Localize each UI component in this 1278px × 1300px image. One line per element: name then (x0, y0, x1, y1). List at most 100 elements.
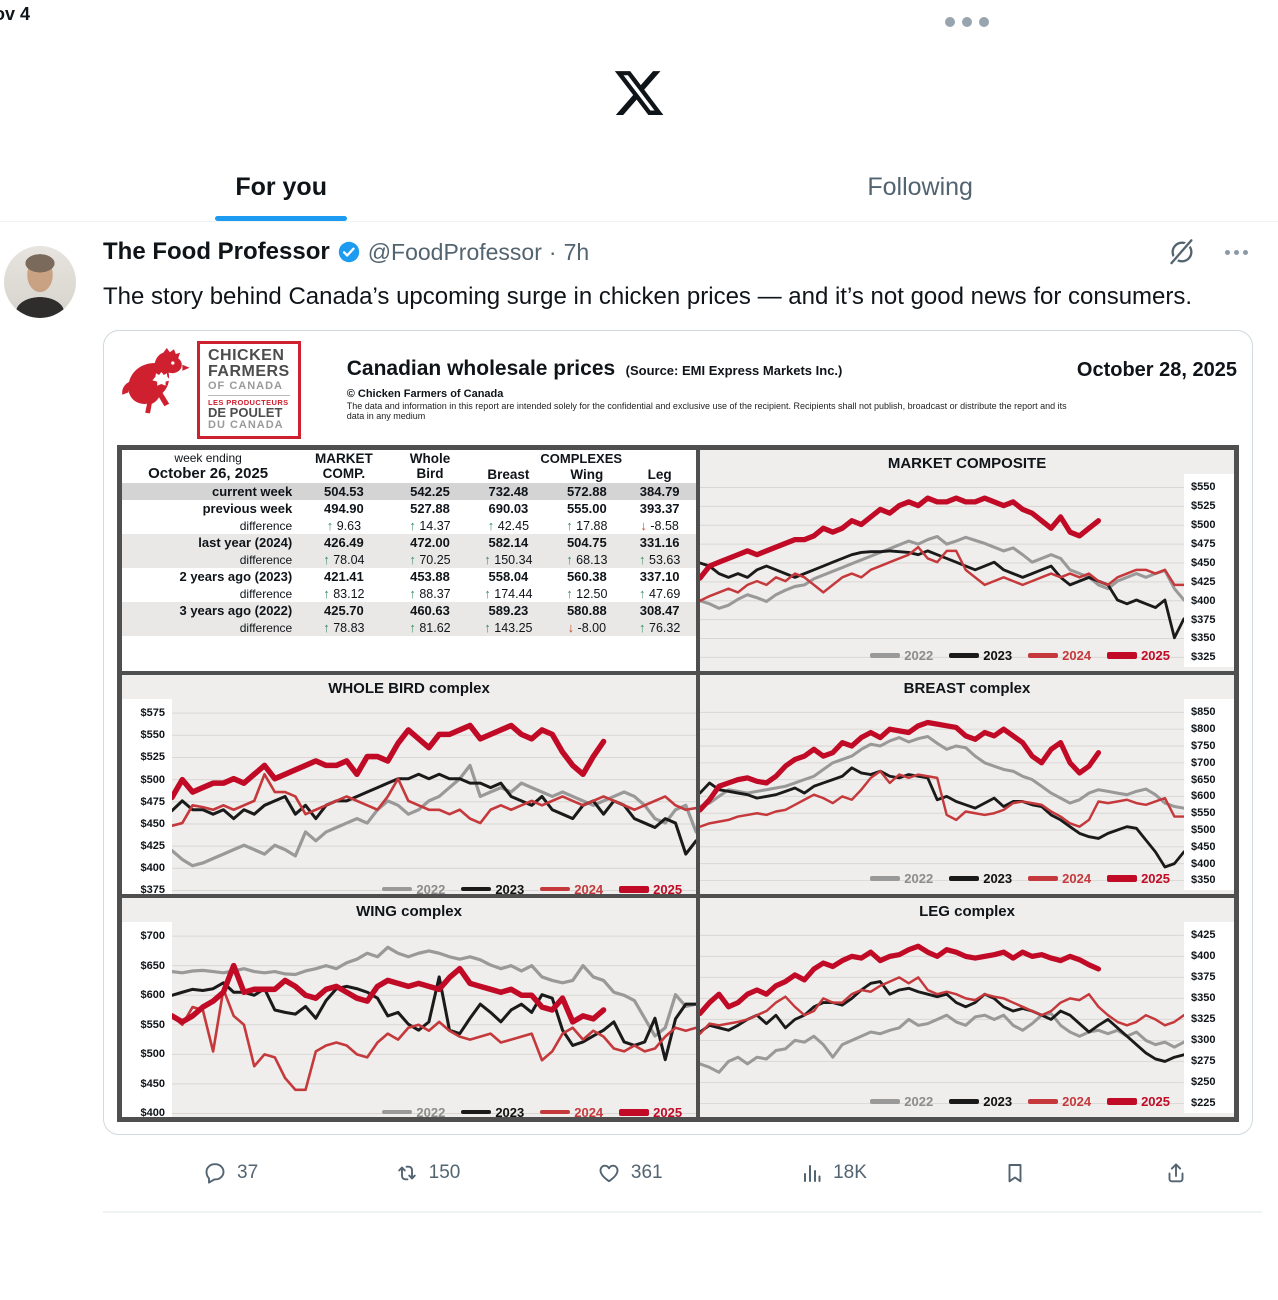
system-clock: ov 4 (0, 4, 31, 24)
views-button[interactable]: 18K (799, 1161, 867, 1185)
y-axis-tick: $700 (1190, 756, 1216, 769)
cfc-logo: CHICKEN FARMERS OF CANADA LES PRODUCTEUR… (119, 341, 301, 439)
y-axis-tick: $400 (1190, 857, 1216, 870)
up-arrow-icon: ↑ (323, 620, 330, 636)
y-axis-tick: $500 (1190, 823, 1216, 836)
series-2022-line (700, 1011, 1184, 1074)
y-axis-tick: $650 (1190, 773, 1216, 786)
series-2022-line (172, 945, 697, 1038)
up-arrow-icon: ↑ (566, 552, 573, 568)
y-axis-tick: $425 (1190, 575, 1216, 588)
reply-icon (203, 1161, 227, 1185)
legend-item-2023: 2023 (461, 882, 524, 894)
tweet-image-report[interactable]: CHICKEN FARMERS OF CANADA LES PRODUCTEUR… (103, 330, 1253, 1135)
up-arrow-icon: ↑ (566, 586, 573, 602)
up-arrow-icon: ↑ (484, 586, 491, 602)
chart-panel-whole-bird: WHOLE BIRD complex $575 $550 $525 $500 $475 $… (120, 672, 699, 896)
table-row: 3 years ago (2022) 425.70 460.63 589.23 580.… (122, 602, 697, 620)
y-axis: $575 $550 $525 $500 $475 $450 $425 $400 $375 (122, 698, 172, 896)
legend-item-2022: 2022 (382, 882, 445, 894)
y-axis-tick: $550 (140, 1018, 165, 1031)
series-2025-line (172, 962, 607, 1025)
chart-panel-market-composite: MARKET COMPOSITE 2022 2023 2024 2025 $550 $5… (698, 447, 1236, 673)
up-arrow-icon: ↑ (409, 518, 416, 534)
y-axis-tick: $400 (140, 1107, 165, 1119)
tweet-more-icon[interactable] (1225, 249, 1248, 255)
y-axis-tick: $450 (1190, 840, 1216, 853)
report-disclaimer: The data and information in this report … (346, 401, 1067, 421)
y-axis-tick: $550 (1190, 807, 1216, 820)
home-tabs: For you Following (0, 150, 1278, 222)
bookmark-button[interactable] (1003, 1161, 1027, 1185)
table-row: difference ↑ 78.04 ↑ 70.25 ↑ 150.34 ↑ 68.13 ↑… (122, 551, 697, 569)
share-button[interactable] (1164, 1161, 1188, 1185)
series-2024-line (700, 769, 1184, 828)
up-arrow-icon: ↑ (409, 552, 416, 568)
system-more-icon[interactable] (945, 17, 989, 27)
complexes-header: COMPLEXES (540, 450, 623, 466)
y-axis: $850 $800 $750 $700 $650 $600 $550 $500 $450 $400… (1183, 698, 1234, 890)
series-2023-line (172, 772, 697, 856)
handle[interactable]: @FoodProfessor (367, 238, 542, 265)
display-name[interactable]: The Food Professor (103, 238, 330, 265)
rooster-icon (122, 347, 190, 414)
y-axis-tick: $500 (1190, 519, 1216, 532)
y-axis-tick: $750 (1190, 739, 1216, 752)
reply-button[interactable]: 37 (203, 1161, 258, 1185)
heart-icon (597, 1161, 621, 1185)
engagement-bar: 37 150 361 18K (203, 1161, 1188, 1185)
table-row: difference ↑ 78.83 ↑ 81.62 ↑ 143.25 ↓ -8.00 ↑… (122, 619, 697, 637)
legend-item-2023: 2023 (949, 871, 1012, 886)
tab-for-you[interactable]: For you (0, 150, 562, 221)
reply-count: 37 (237, 1161, 259, 1183)
y-axis-tick: $400 (1190, 594, 1216, 607)
y-axis-tick: $325 (1190, 1013, 1216, 1026)
legend-item-2024: 2024 (1028, 648, 1091, 663)
tab-following[interactable]: Following (867, 173, 973, 201)
bookmark-icon (1003, 1161, 1027, 1185)
cfc-logo-text: CHICKEN FARMERS OF CANADA LES PRODUCTEUR… (197, 341, 301, 439)
y-axis-tick: $500 (140, 1048, 165, 1061)
avatar[interactable] (4, 246, 76, 318)
separator: · (548, 238, 557, 265)
y-axis-tick: $500 (140, 773, 165, 786)
legend-item-2025: 2025 (619, 1105, 682, 1117)
chart-panel-leg: LEG complex 2022 2023 2024 2025 $425 $400 $37… (698, 895, 1236, 1119)
chart-legend: 2022 2023 2024 2025 (382, 1105, 682, 1117)
chart-title: WHOLE BIRD complex (328, 679, 490, 697)
y-axis-tick: $375 (140, 884, 165, 896)
y-axis-tick: $600 (1190, 790, 1216, 803)
series-2023-line (700, 549, 1184, 640)
y-axis-tick: $225 (1190, 1097, 1216, 1110)
up-arrow-icon: ↑ (487, 518, 495, 534)
y-axis-tick: $525 (1190, 500, 1216, 513)
series-2024-line (700, 976, 1184, 1035)
legend-item-2022: 2022 (870, 1094, 933, 1109)
series-2025-line (172, 722, 607, 801)
col-leg: Leg (647, 466, 672, 482)
legend-item-2024: 2024 (540, 1105, 603, 1117)
table-row: last year (2024) 426.49 472.00 582.14 504.75… (122, 534, 697, 552)
repost-button[interactable]: 150 (395, 1161, 460, 1185)
y-axis-tick: $300 (1190, 1034, 1216, 1047)
chart-legend: 2022 2023 2024 2025 (870, 871, 1170, 886)
x-logo-icon[interactable] (612, 66, 666, 125)
timestamp[interactable]: 7h (563, 238, 590, 265)
series-2022-line (700, 734, 1184, 810)
grok-icon[interactable] (1168, 238, 1196, 266)
like-count: 361 (630, 1161, 663, 1183)
up-arrow-icon: ↑ (323, 552, 330, 568)
series-2025-line (700, 495, 1102, 581)
table-row: previous week 494.90 527.88 690.03 555.00 393… (122, 500, 697, 518)
y-axis-tick: $400 (1190, 950, 1216, 963)
legend-item-2025: 2025 (1107, 871, 1170, 886)
series-2023-line (700, 980, 1184, 1063)
col-breast: Breast (487, 466, 530, 482)
y-axis-tick: $350 (1190, 632, 1216, 645)
legend-item-2024: 2024 (540, 882, 603, 894)
active-tab-underline (215, 216, 348, 221)
like-button[interactable]: 361 (597, 1161, 663, 1185)
views-count: 18K (833, 1161, 867, 1183)
tweet-body: The story behind Canada’s upcoming surge… (103, 283, 1193, 310)
up-arrow-icon: ↑ (566, 518, 573, 534)
